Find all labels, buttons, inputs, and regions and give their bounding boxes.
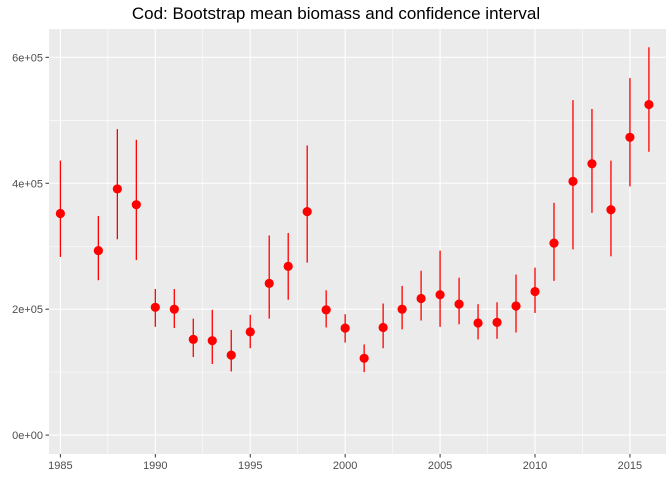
data-point: [587, 159, 597, 169]
data-point: [93, 246, 103, 256]
data-point: [473, 318, 483, 328]
data-point: [340, 323, 350, 333]
data-point: [188, 334, 198, 345]
data-point: [435, 290, 445, 300]
data-point: [454, 299, 464, 309]
x-tick-label: 2010: [523, 460, 547, 472]
data-point: [625, 132, 635, 142]
data-point: [112, 184, 122, 194]
y-tick-label: 6e+05: [12, 52, 43, 64]
x-tick-label: 2015: [618, 460, 642, 472]
data-point: [245, 327, 255, 337]
data-point: [359, 353, 369, 363]
minor-gridlines: [49, 29, 666, 454]
x-tick-label: 2005: [428, 460, 452, 472]
plot-panel: [49, 29, 666, 454]
data-point: [264, 278, 274, 288]
data-point: [321, 305, 331, 315]
data-point: [226, 350, 236, 360]
y-tick-label: 2e+05: [12, 304, 43, 316]
axis-ticks: [45, 56, 631, 458]
data-point: [150, 302, 160, 312]
x-tick-label: 2000: [333, 460, 357, 472]
data-point: [549, 238, 559, 248]
data-point: [511, 301, 521, 311]
x-tick-label: 1985: [48, 460, 72, 472]
data-point: [606, 205, 616, 215]
chart-title: Cod: Bootstrap mean biomass and confiden…: [131, 4, 541, 23]
data-point: [530, 286, 540, 297]
data-point: [568, 176, 578, 186]
data-point: [492, 317, 502, 328]
data-points: [55, 99, 654, 363]
y-tick-label: 4e+05: [12, 178, 43, 190]
y-tick-label: 0e+00: [12, 430, 43, 442]
x-tick-label: 1995: [238, 460, 262, 472]
x-tick-label: 1990: [143, 460, 167, 472]
tick-labels: 1985 1990 1995 2000 2005 2010 2015 0e+00 2e+05 4e…: [12, 52, 642, 472]
data-point: [378, 322, 388, 333]
data-point: [207, 336, 217, 346]
data-point: [55, 208, 65, 219]
data-point: [131, 200, 141, 210]
data-point: [302, 206, 312, 217]
data-point: [169, 304, 179, 314]
data-point: [416, 293, 426, 304]
data-point: [283, 261, 293, 271]
data-point: [644, 99, 654, 110]
data-point: [397, 304, 407, 314]
